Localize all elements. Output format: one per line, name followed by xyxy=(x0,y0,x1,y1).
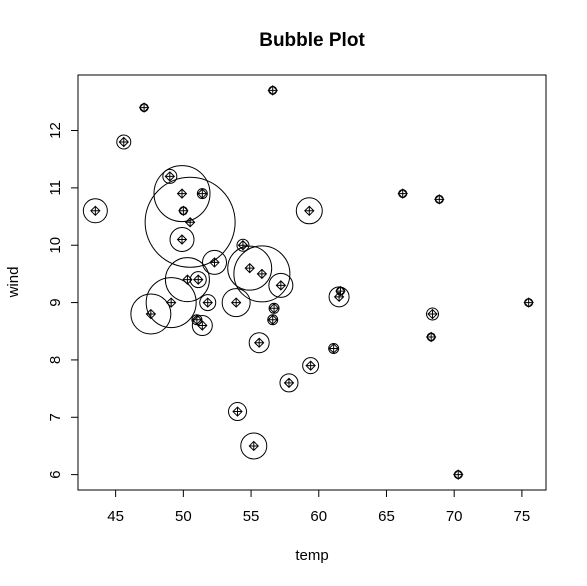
bubble xyxy=(268,272,294,298)
bubble xyxy=(164,257,210,303)
point-marker xyxy=(268,303,280,314)
y-tick-label: 8 xyxy=(47,356,64,364)
point-marker xyxy=(164,171,176,182)
bubble xyxy=(240,432,268,460)
point-marker xyxy=(425,331,437,343)
y-axis-label: wind xyxy=(5,267,22,299)
point-marker xyxy=(178,205,189,217)
point-marker xyxy=(248,440,259,452)
point-marker xyxy=(230,297,242,308)
point-marker xyxy=(434,194,445,205)
point-marker xyxy=(118,136,129,148)
bubble xyxy=(228,402,248,422)
chart-title: Bubble Plot xyxy=(259,30,365,51)
y-tick-label: 10 xyxy=(47,237,64,254)
point-marker xyxy=(165,297,177,308)
bubble xyxy=(130,293,172,335)
point-marker xyxy=(283,377,295,389)
x-tick-label: 60 xyxy=(310,508,327,525)
point-marker xyxy=(176,188,188,199)
point-marker xyxy=(523,297,534,308)
bubble xyxy=(153,165,211,223)
x-tick-label: 70 xyxy=(446,508,463,525)
point-marker xyxy=(335,285,346,297)
bubble xyxy=(221,288,251,318)
x-tick-label: 45 xyxy=(107,508,124,525)
point-marker xyxy=(197,188,208,199)
bubble xyxy=(116,134,132,150)
bubble xyxy=(279,373,299,393)
point-marker xyxy=(191,314,203,325)
point-marker xyxy=(232,406,243,417)
bubble xyxy=(202,249,227,275)
y-tick-label: 7 xyxy=(47,413,64,421)
x-tick-label: 50 xyxy=(175,508,192,525)
point-marker xyxy=(145,308,157,320)
point-marker xyxy=(202,297,213,308)
bubble xyxy=(236,238,250,252)
point-marker xyxy=(176,234,188,245)
bubble xyxy=(295,197,323,225)
bubble xyxy=(426,307,440,321)
plot-frame xyxy=(77,74,547,491)
bubble xyxy=(248,332,270,354)
bubble xyxy=(82,198,108,224)
point-marker xyxy=(237,240,249,251)
y-tick-label: 11 xyxy=(47,180,64,196)
point-marker xyxy=(256,268,268,280)
bubble xyxy=(145,277,197,329)
x-tick-label: 75 xyxy=(514,508,531,525)
bubble xyxy=(227,245,273,291)
y-tick-label: 9 xyxy=(47,298,64,306)
point-marker xyxy=(90,205,101,217)
bubble xyxy=(162,168,178,184)
point-marker xyxy=(138,102,150,113)
x-tick-label: 65 xyxy=(378,508,395,525)
bubble xyxy=(233,245,291,303)
point-marker xyxy=(453,469,464,480)
bubble xyxy=(191,315,213,337)
point-marker xyxy=(427,308,438,320)
point-marker xyxy=(328,343,339,354)
x-axis-label: temp xyxy=(295,547,328,564)
point-marker xyxy=(397,188,408,199)
point-marker xyxy=(275,280,287,291)
x-tick-label: 55 xyxy=(243,508,260,525)
point-marker xyxy=(267,314,278,325)
point-marker xyxy=(209,257,220,268)
bubble xyxy=(199,294,217,312)
bubble xyxy=(302,357,320,375)
y-tick-label: 6 xyxy=(47,470,64,478)
point-marker xyxy=(244,262,255,274)
point-marker xyxy=(184,217,196,228)
point-marker xyxy=(193,274,204,285)
bubble xyxy=(144,176,236,268)
point-marker xyxy=(304,205,315,217)
point-marker xyxy=(253,337,265,348)
y-tick-label: 12 xyxy=(47,122,64,139)
point-marker xyxy=(267,85,278,96)
bubble xyxy=(169,226,195,252)
point-marker xyxy=(305,360,316,371)
